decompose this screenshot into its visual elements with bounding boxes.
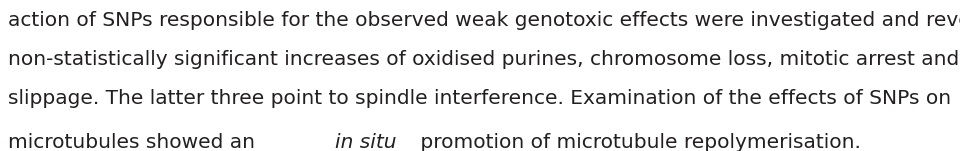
Text: in situ: in situ	[335, 133, 396, 151]
Text: action of SNPs responsible for the observed weak genotoxic effects were investig: action of SNPs responsible for the obser…	[8, 11, 960, 30]
Text: non-statistically significant increases of oxidised purines, chromosome loss, mi: non-statistically significant increases …	[8, 50, 960, 69]
Text: slippage. The latter three point to spindle interference. Examination of the eff: slippage. The latter three point to spin…	[8, 89, 950, 108]
Text: microtubules showed an: microtubules showed an	[8, 133, 261, 151]
Text: promotion of microtubule repolymerisation.: promotion of microtubule repolymerisatio…	[414, 133, 861, 151]
